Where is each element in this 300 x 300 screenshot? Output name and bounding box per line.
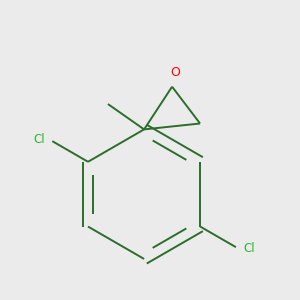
- Text: Cl: Cl: [33, 133, 45, 146]
- Text: Cl: Cl: [243, 242, 255, 255]
- Text: O: O: [170, 66, 180, 79]
